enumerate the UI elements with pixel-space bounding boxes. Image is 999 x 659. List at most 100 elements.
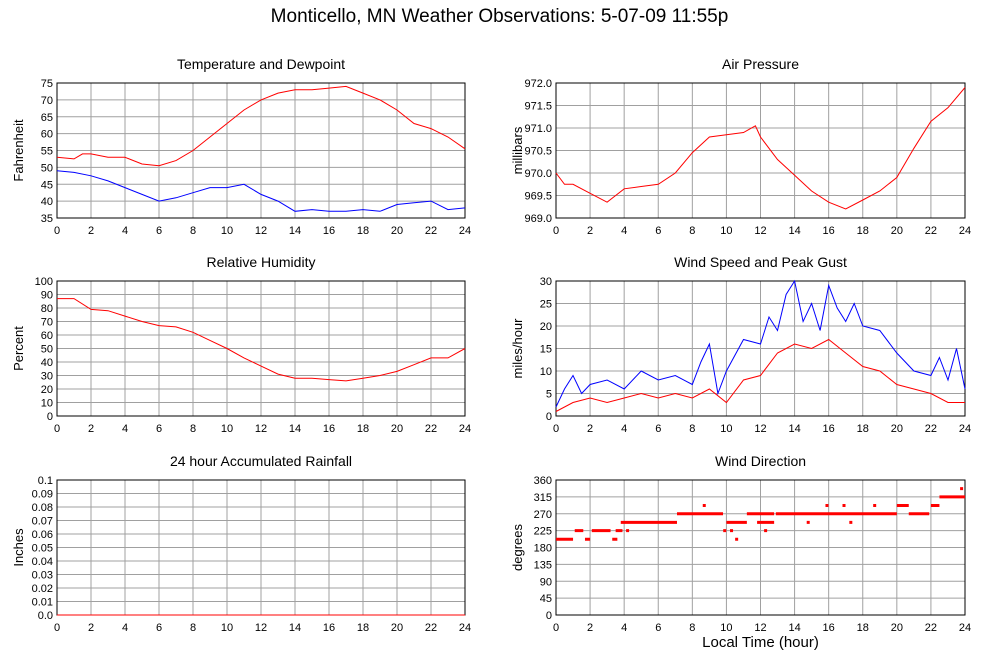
wind-direction-point (960, 487, 964, 491)
chart-panel-1: 0 2 4 6 8 10 12 14 16 18 20 22 24969.0969.5970.0970.… (510, 56, 971, 237)
y-tick-label: 0.01 (32, 597, 53, 609)
x-tick-label: 14 (289, 622, 301, 634)
x-tick-label: 16 (323, 225, 335, 237)
x-tick-label: 12 (255, 622, 267, 634)
plot-frame (56, 82, 466, 219)
y-tick-label: 180 (534, 543, 552, 555)
wind-direction-point (626, 529, 630, 533)
x-tick-label: 6 (156, 225, 162, 237)
y-tick-label: 10 (540, 366, 552, 378)
wind-direction-point (806, 520, 810, 524)
y-tick-label: 315 (534, 492, 552, 504)
y-tick-label: 0.03 (32, 570, 53, 582)
y-tick-label: 100 (35, 276, 53, 288)
y-axis-label: millibars (510, 126, 525, 174)
x-tick-label: 22 (925, 423, 937, 435)
x-tick-label: 2 (88, 423, 94, 435)
x-tick-label: 8 (190, 225, 196, 237)
x-tick-label: 4 (122, 225, 128, 237)
x-tick-label: 14 (788, 622, 800, 634)
x-tick-label: 20 (391, 225, 403, 237)
x-tick-label: 6 (655, 622, 661, 634)
x-tick-label: 0 (54, 622, 60, 634)
y-tick-label: 0.1 (38, 475, 53, 487)
y-tick-label: 972.0 (524, 78, 552, 90)
y-tick-label: 35 (41, 213, 53, 225)
x-tick-label: 10 (720, 622, 732, 634)
x-tick-label: 14 (289, 225, 301, 237)
y-tick-label: 15 (540, 344, 552, 356)
x-tick-label: 18 (857, 423, 869, 435)
y-tick-label: 80 (41, 303, 53, 315)
x-tick-label: 18 (357, 622, 369, 634)
y-axis-label: miles/hour (510, 318, 525, 379)
x-tick-label: 6 (156, 622, 162, 634)
plot-frame (555, 479, 966, 616)
x-tick-label: 16 (823, 423, 835, 435)
y-tick-label: 45 (540, 593, 552, 605)
chart-panel-0: 0 2 4 6 8 10 12 14 16 18 20 22 24354045505560657075T… (11, 56, 471, 237)
x-tick-label: 2 (587, 622, 593, 634)
page-title: Monticello, MN Weather Observations: 5-0… (270, 6, 729, 27)
x-tick-label: 4 (122, 423, 128, 435)
y-tick-label: 225 (534, 526, 552, 538)
chart-title: Air Pressure (722, 56, 799, 72)
x-tick-label: 12 (255, 423, 267, 435)
x-tick-label: 24 (459, 423, 471, 435)
x-tick-label: 10 (221, 423, 233, 435)
x-tick-label: 16 (323, 622, 335, 634)
y-tick-label: 270 (534, 509, 552, 521)
wind-direction-point (730, 529, 734, 533)
y-tick-label: 971.5 (524, 101, 552, 113)
plot-frame (555, 82, 966, 219)
y-tick-label: 0.07 (32, 516, 53, 528)
y-tick-label: 0.06 (32, 529, 53, 541)
x-tick-label: 6 (655, 225, 661, 237)
wind-direction-point (702, 504, 706, 507)
x-tick-label: 4 (621, 225, 627, 237)
y-tick-label: 971.0 (524, 123, 552, 135)
x-tick-label: 22 (425, 622, 437, 634)
chart-panel-4: 0 2 4 6 8 10 12 14 16 18 20 22 240.00.010.020.030.04… (11, 453, 471, 634)
y-tick-label: 30 (41, 371, 53, 383)
y-axis-label: Percent (11, 326, 26, 371)
chart-title: Temperature and Dewpoint (177, 56, 345, 72)
x-tick-label: 20 (391, 423, 403, 435)
x-tick-label: 24 (959, 225, 971, 237)
y-tick-label: 50 (41, 344, 53, 356)
y-tick-label: 65 (41, 112, 53, 124)
x-tick-label: 18 (357, 225, 369, 237)
x-tick-label: 24 (459, 622, 471, 634)
wind-direction-point (735, 537, 739, 541)
y-tick-label: 0.02 (32, 583, 53, 595)
x-tick-label: 6 (655, 423, 661, 435)
x-tick-label: 12 (255, 225, 267, 237)
x-tick-label: 8 (190, 423, 196, 435)
x-tick-label: 0 (553, 225, 559, 237)
y-tick-label: 0 (546, 610, 552, 622)
x-tick-label: 10 (720, 225, 732, 237)
x-tick-label: 8 (190, 622, 196, 634)
x-tick-label: 18 (857, 225, 869, 237)
y-tick-label: 0 (546, 411, 552, 423)
x-tick-label: 24 (959, 423, 971, 435)
x-tick-label: 12 (754, 423, 766, 435)
x-tick-label: 8 (689, 423, 695, 435)
chart-panel-2: 0 2 4 6 8 10 12 14 16 18 20 22 240102030405060708090… (11, 254, 471, 435)
y-tick-label: 45 (41, 179, 53, 191)
x-tick-label: 8 (689, 225, 695, 237)
y-tick-label: 0.04 (32, 556, 53, 568)
x-tick-label: 24 (459, 225, 471, 237)
x-tick-label: 20 (391, 622, 403, 634)
series-line-0 (555, 279, 966, 408)
chart-title: Relative Humidity (207, 254, 316, 270)
x-tick-label: 6 (156, 423, 162, 435)
plot-frame (555, 280, 966, 417)
x-tick-label: 12 (754, 225, 766, 237)
y-tick-label: 0.0 (38, 610, 53, 622)
series-line-0 (57, 298, 466, 382)
x-tick-label: 14 (788, 225, 800, 237)
wind-direction-point (723, 529, 727, 533)
